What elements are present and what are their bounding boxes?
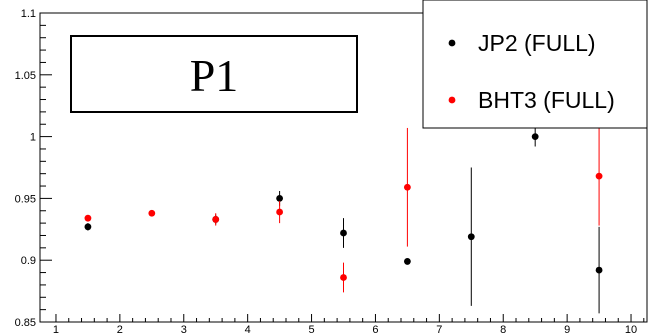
y-tick-label: 1.05 bbox=[15, 70, 36, 82]
x-tick-label: 6 bbox=[372, 324, 378, 335]
x-tick-label: 3 bbox=[181, 324, 187, 335]
data-point bbox=[340, 274, 347, 281]
data-point bbox=[467, 233, 475, 241]
legend-label-bht3: BHT3 (FULL) bbox=[478, 87, 615, 113]
y-tick-label: 0.85 bbox=[15, 317, 36, 329]
x-tick-label: 10 bbox=[625, 324, 637, 335]
legend-label-jp2: JP2 (FULL) bbox=[478, 30, 596, 56]
data-point bbox=[212, 216, 220, 223]
y-tick-labels: 0.85 0.9 0.95 1 1.05 1.1 bbox=[15, 8, 36, 329]
legend: JP2 (FULL) BHT3 (FULL) bbox=[422, 0, 648, 129]
data-point bbox=[595, 172, 603, 180]
y-tick-label: 0.95 bbox=[15, 193, 36, 205]
x-tick-label: 4 bbox=[245, 324, 251, 335]
title-box: P1 bbox=[70, 35, 358, 113]
series-layer bbox=[84, 126, 603, 314]
legend-marker-jp2 bbox=[448, 39, 456, 47]
axis-ticks bbox=[40, 12, 645, 323]
chart-title: P1 bbox=[190, 50, 239, 101]
x-tick-label: 2 bbox=[117, 324, 123, 335]
data-point bbox=[531, 133, 539, 141]
y-tick-label: 1 bbox=[30, 132, 36, 144]
x-tick-labels: 1 2 3 4 5 6 7 8 9 10 bbox=[53, 324, 637, 335]
x-tick-label: 1 bbox=[53, 324, 59, 335]
data-point bbox=[340, 229, 347, 237]
data-point bbox=[276, 208, 284, 216]
data-point bbox=[276, 195, 284, 202]
legend-marker-bht3 bbox=[448, 96, 456, 104]
x-tick-label: 8 bbox=[500, 324, 506, 335]
data-point bbox=[84, 214, 92, 222]
data-point bbox=[403, 258, 411, 265]
data-point bbox=[84, 223, 92, 231]
x-tick-label: 5 bbox=[308, 324, 314, 335]
data-point bbox=[148, 209, 156, 217]
y-tick-label: 1.1 bbox=[21, 8, 36, 20]
data-point bbox=[403, 183, 411, 191]
title-box-frame bbox=[70, 35, 358, 113]
data-point bbox=[595, 266, 603, 274]
legend-frame bbox=[422, 0, 648, 129]
y-tick-label: 0.9 bbox=[21, 255, 36, 267]
series-1 bbox=[84, 126, 603, 293]
x-tick-label: 7 bbox=[436, 324, 442, 335]
x-tick-label: 9 bbox=[564, 324, 570, 335]
